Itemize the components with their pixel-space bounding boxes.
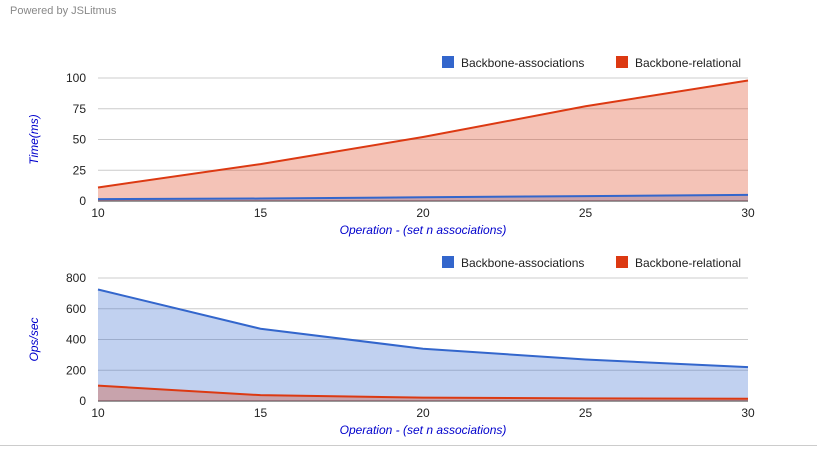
ops-chart: 0 200 400 600 800 10 15 20 25 30 Operation - (set … — [27, 256, 755, 437]
y-tick-label: 75 — [73, 102, 87, 116]
x-tick-label: 10 — [91, 206, 105, 220]
legend-label: Backbone-associations — [461, 56, 584, 70]
legend-swatch — [442, 56, 454, 68]
legend-swatch — [616, 56, 628, 68]
x-tick-label: 25 — [579, 206, 593, 220]
series-line — [97, 384, 749, 400]
y-tick-label: 100 — [66, 71, 86, 85]
x-tick-label: 15 — [254, 206, 268, 220]
legend-label: Backbone-relational — [635, 256, 741, 270]
powered-by-label: Powered by JSLitmus — [10, 5, 117, 17]
y-tick-label: 600 — [66, 302, 86, 316]
legend-item: Backbone-relational — [616, 256, 741, 270]
y-tick-label: 400 — [66, 333, 86, 347]
y-tick-label: 0 — [79, 394, 86, 408]
y-tick-label: 800 — [66, 271, 86, 285]
series-line — [97, 288, 749, 369]
x-tick-label: 10 — [91, 406, 105, 420]
legend-item: Backbone-associations — [442, 56, 584, 70]
legend-item: Backbone-associations — [442, 256, 584, 270]
y-axis-title: Ops/sec — [27, 317, 41, 361]
legend-label: Backbone-associations — [461, 256, 584, 270]
y-axis-title: Time(ms) — [27, 114, 41, 165]
x-tick-label: 25 — [579, 406, 593, 420]
series-area — [98, 289, 748, 401]
time-chart: 0 25 50 75 100 10 15 20 25 30 Operation - (set n a… — [27, 56, 755, 237]
y-tick-label: 0 — [79, 194, 86, 208]
x-tick-label: 20 — [416, 206, 430, 220]
x-axis-title: Operation - (set n associations) — [340, 423, 507, 437]
x-tick-label: 30 — [741, 206, 755, 220]
y-tick-label: 200 — [66, 363, 86, 377]
y-tick-label: 25 — [73, 163, 87, 177]
x-tick-label: 15 — [254, 406, 268, 420]
legend-swatch — [442, 256, 454, 268]
legend-label: Backbone-relational — [635, 56, 741, 70]
x-tick-label: 20 — [416, 406, 430, 420]
legend-item: Backbone-relational — [616, 56, 741, 70]
series-line — [97, 193, 749, 201]
x-axis-title: Operation - (set n associations) — [340, 223, 507, 237]
series-area — [98, 385, 748, 401]
y-tick-label: 50 — [73, 133, 87, 147]
series-line — [97, 79, 749, 189]
x-tick-label: 30 — [741, 406, 755, 420]
bottom-divider — [0, 445, 817, 446]
legend-swatch — [616, 256, 628, 268]
series-area — [98, 80, 748, 201]
